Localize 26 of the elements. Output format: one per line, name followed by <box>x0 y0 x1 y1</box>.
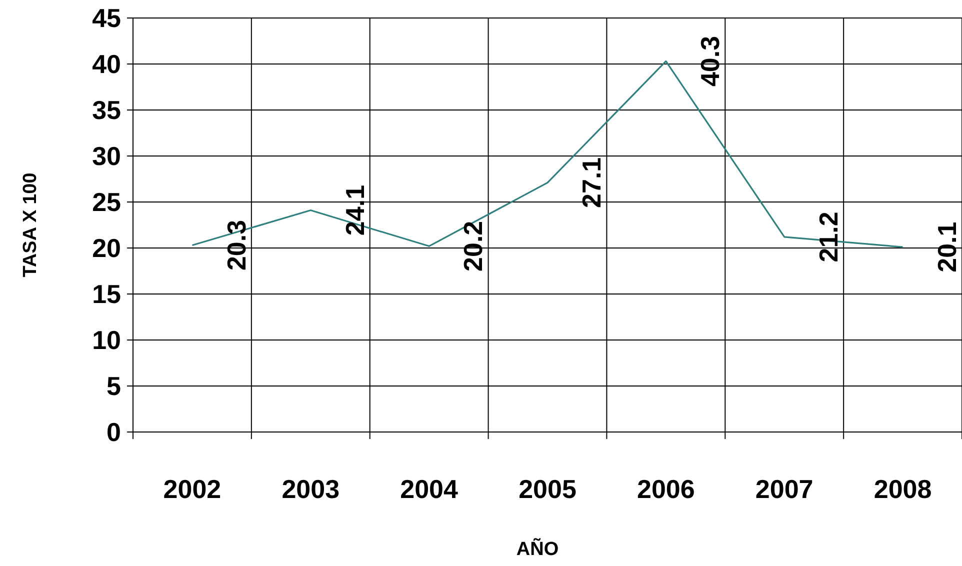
y-tick-label: 30 <box>92 141 121 172</box>
y-tick-label: 45 <box>92 3 121 34</box>
y-tick-label: 5 <box>106 371 121 402</box>
x-axis-title: AÑO <box>516 538 559 560</box>
y-tick-label: 25 <box>92 187 121 218</box>
x-tick-label: 2005 <box>518 474 576 504</box>
x-tick-label: 2006 <box>637 474 695 504</box>
y-tick-label: 40 <box>92 49 121 80</box>
data-label: 24.1 <box>340 184 370 236</box>
data-label: 20.2 <box>458 220 488 272</box>
y-tick-label: 0 <box>106 417 121 448</box>
x-tick-label: 2002 <box>163 474 222 504</box>
x-tick-label: 2007 <box>755 474 814 504</box>
x-tick-label: 2004 <box>400 474 459 504</box>
data-label: 40.3 <box>695 36 726 87</box>
y-tick-label: 35 <box>92 95 121 126</box>
data-label: 20.3 <box>221 220 252 271</box>
x-tick-label: 2003 <box>282 474 340 504</box>
y-axis-title: TASA X 100 <box>20 172 41 278</box>
y-tick-label: 10 <box>92 325 121 356</box>
data-label: 20.1 <box>932 222 962 272</box>
y-tick-label: 20 <box>92 233 121 264</box>
data-label: 21.2 <box>813 212 844 262</box>
data-label: 27.1 <box>576 157 607 208</box>
x-tick-label: 2008 <box>874 474 932 504</box>
y-tick-label: 15 <box>92 279 121 310</box>
